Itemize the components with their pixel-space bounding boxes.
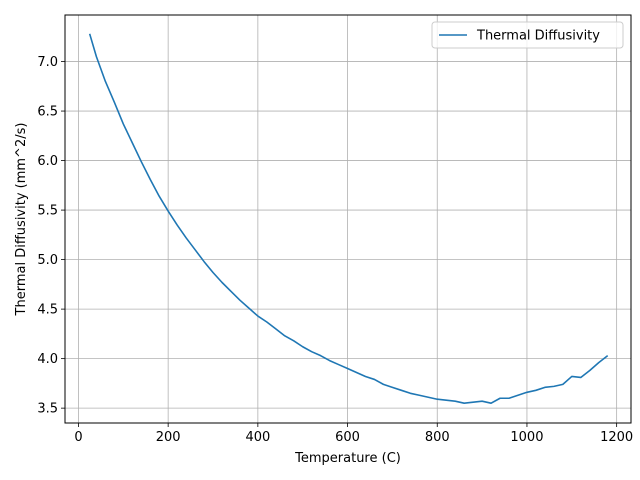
y-tick-label: 6.0	[37, 154, 58, 169]
x-tick-label: 1200	[600, 430, 633, 445]
y-axis-ticks: 3.5 4.0 4.5 5.0 5.5 6.0 6.5 7.0	[37, 55, 65, 417]
x-tick-label: 200	[156, 430, 181, 445]
series-line-thermal-diffusivity	[88, 33, 609, 404]
y-tick-label: 4.0	[37, 352, 58, 367]
x-axis-label: Temperature (C)	[294, 451, 401, 466]
series-layer	[88, 33, 609, 404]
legend-entry-thermal-diffusivity: Thermal Diffusivity	[476, 29, 600, 44]
x-tick-label: 400	[245, 430, 270, 445]
x-axis-ticks: 0 200 400 600 800 1000 1200	[74, 423, 633, 445]
y-tick-label: 5.5	[37, 204, 58, 219]
y-tick-label: 5.0	[37, 253, 58, 268]
x-tick-label: 800	[425, 430, 450, 445]
x-tick-label: 0	[74, 430, 82, 445]
x-tick-label: 600	[335, 430, 360, 445]
grid	[65, 15, 631, 423]
y-tick-label: 3.5	[37, 402, 58, 417]
x-tick-label: 1000	[510, 430, 543, 445]
y-tick-label: 7.0	[37, 55, 58, 70]
y-axis-label: Thermal Diffusivity (mm^2/s)	[14, 123, 29, 317]
y-tick-label: 6.5	[37, 105, 58, 120]
plot-frame	[64, 14, 632, 424]
legend: Thermal Diffusivity	[431, 21, 624, 49]
y-tick-label: 4.5	[37, 303, 58, 318]
legend-box	[431, 21, 624, 49]
